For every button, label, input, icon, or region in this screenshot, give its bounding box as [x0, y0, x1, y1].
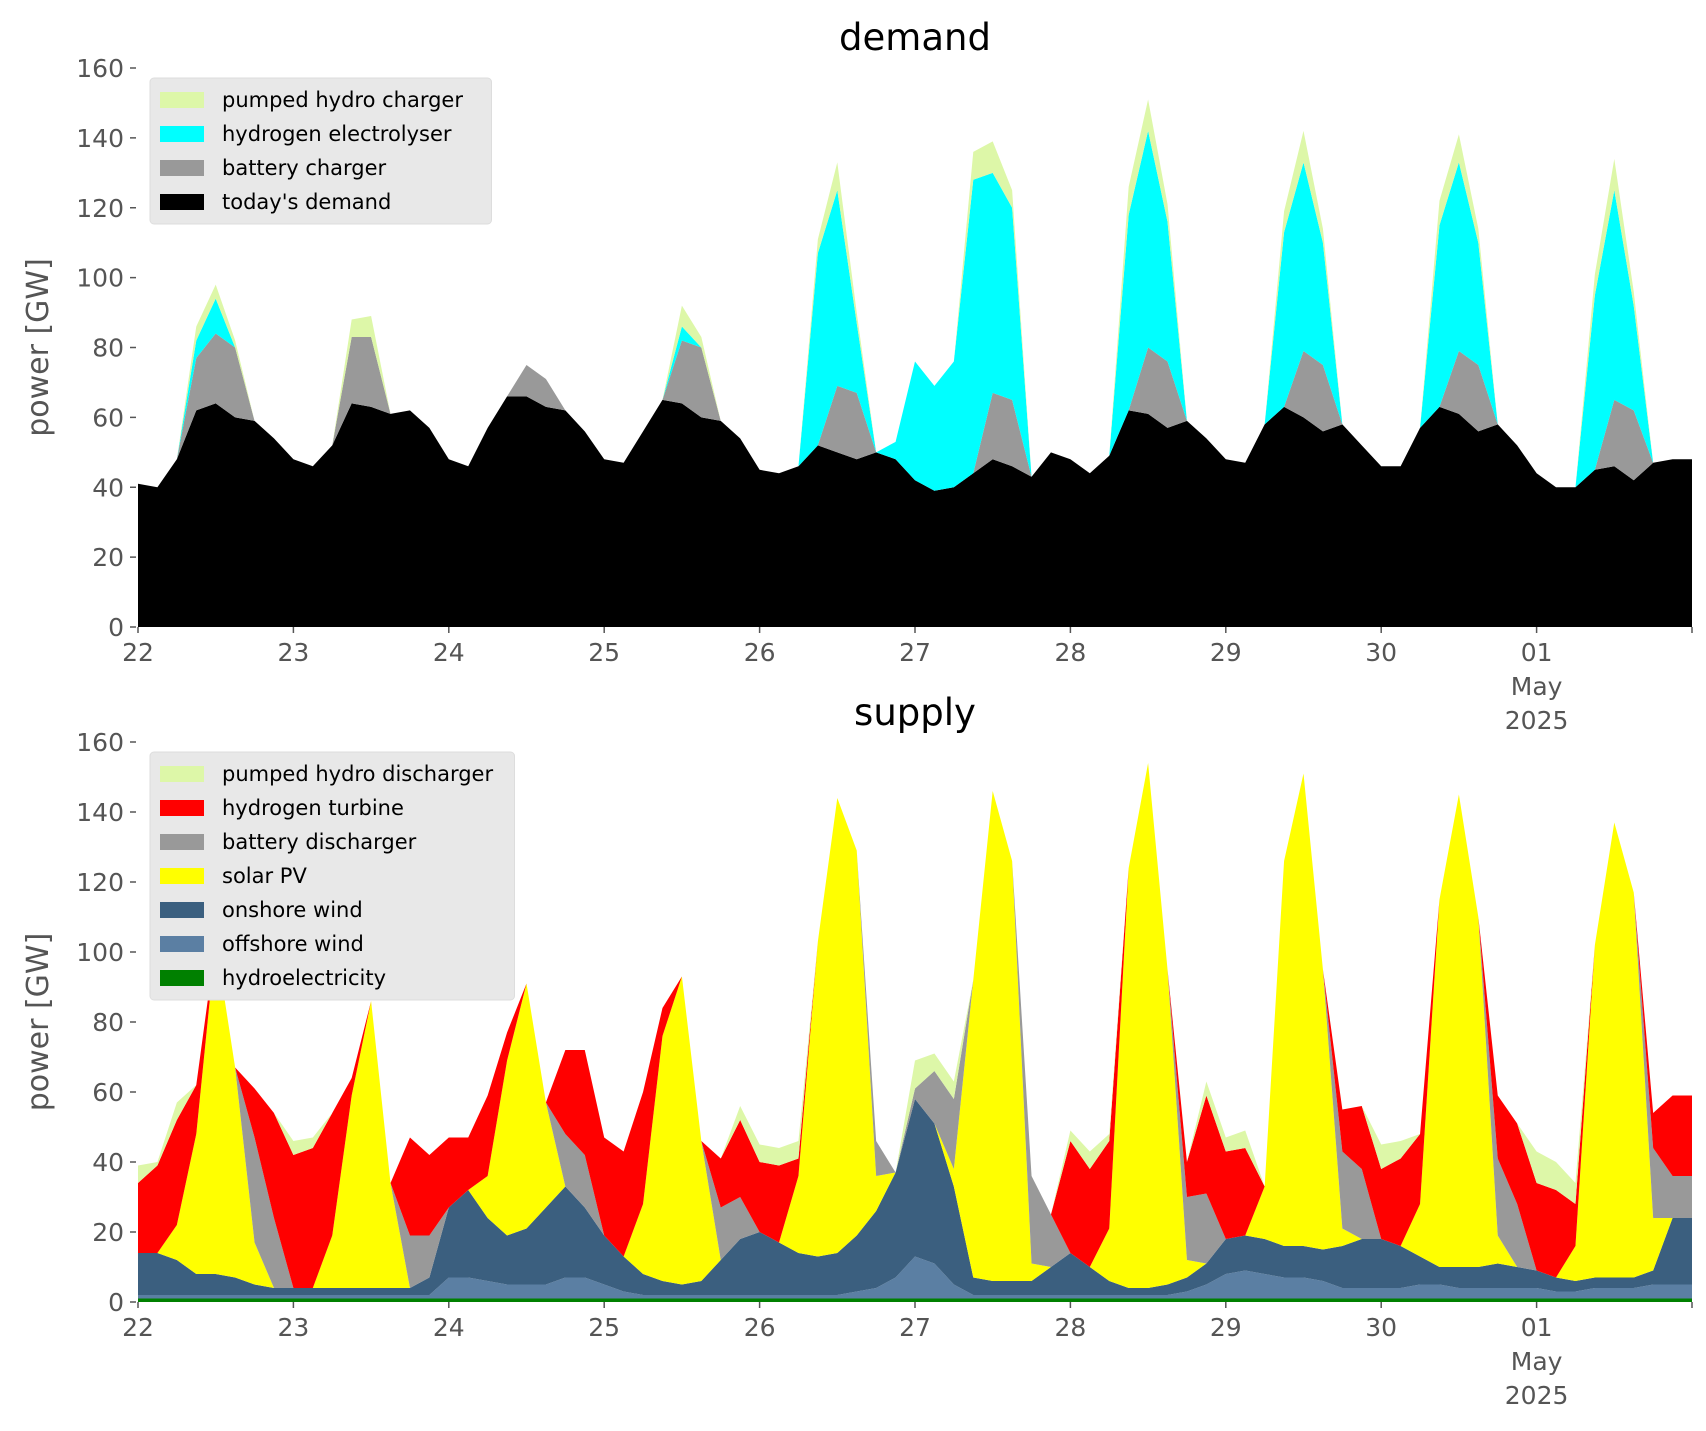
- x-tick-label: 25: [588, 1313, 620, 1342]
- x-tick-label: 29: [1210, 1313, 1242, 1342]
- x-tick-label: 25: [588, 638, 620, 667]
- y-tick-label: 40: [92, 473, 124, 502]
- legend-swatch-hydrogen-turbine: [160, 800, 204, 816]
- x-tick-label: 23: [277, 638, 309, 667]
- y-tick-label: 160: [76, 54, 124, 83]
- legend-label-today-s-demand: today's demand: [222, 190, 391, 214]
- legend-label-pumped-hydro-discharger: pumped hydro discharger: [222, 762, 493, 786]
- x-tick-label: 24: [433, 1313, 465, 1342]
- legend-label-onshore-wind: onshore wind: [222, 898, 363, 922]
- area-battery-charger: [138, 333, 1692, 491]
- y-tick-label: 80: [92, 1008, 124, 1037]
- x-tick-label: 26: [744, 638, 776, 667]
- panel-demand: 0 20 40 60 80 100 120 140 160 22 23 24 25 26 27 28 29 30 0…: [21, 16, 1693, 735]
- y-tick-label: 160: [76, 728, 124, 757]
- legend-swatch-offshore-wind: [160, 936, 204, 952]
- legend-swatch-hydroelectricity: [160, 970, 204, 986]
- y-tick-label: 40: [92, 1148, 124, 1177]
- x-tick-label: 01: [1521, 638, 1553, 667]
- chart-title: demand: [839, 16, 991, 59]
- y-tick-label: 0: [108, 1288, 124, 1317]
- legend: pumped hydro charger hydrogen electrolyse…: [149, 77, 492, 225]
- area-solar-pv: [138, 763, 1692, 1288]
- x-tick-label: 26: [744, 1313, 776, 1342]
- x-tick-label: May: [1511, 1347, 1563, 1376]
- area-hydrogen-turbine: [138, 763, 1692, 1288]
- legend-label-offshore-wind: offshore wind: [222, 932, 364, 956]
- area-pumped-hydro-discharger: [138, 763, 1692, 1215]
- x-tick-label: 28: [1054, 1313, 1086, 1342]
- legend-swatch-today-s-demand: [160, 194, 204, 210]
- y-tick-label: 60: [92, 1078, 124, 1107]
- y-tick-label: 120: [76, 194, 124, 223]
- legend-label-battery-charger: battery charger: [222, 156, 387, 180]
- legend-box: [149, 751, 515, 1001]
- y-axis-label: power [GW]: [21, 933, 56, 1112]
- x-tick-label: 22: [122, 638, 154, 667]
- x-tick-label: 30: [1365, 638, 1397, 667]
- area-hydroelectricity: [138, 1298, 1692, 1302]
- legend-swatch-hydrogen-electrolyser: [160, 126, 204, 142]
- x-tick-label: May: [1511, 672, 1563, 701]
- panel-supply: 0 20 40 60 80 100 120 140 160 22 23 24 25 26 27 28 29 30 0…: [21, 691, 1693, 1410]
- legend-swatch-battery-discharger: [160, 834, 204, 850]
- y-tick-label: 140: [76, 124, 124, 153]
- area-today-s-demand: [138, 396, 1692, 627]
- y-tick-label: 100: [76, 264, 124, 293]
- y-tick-label: 120: [76, 868, 124, 897]
- legend-label-battery-discharger: battery discharger: [222, 830, 417, 854]
- area-hydrogen-electrolyser: [138, 130, 1692, 491]
- legend: pumped hydro discharger hydrogen turbine b…: [149, 751, 515, 1001]
- area-offshore-wind: [138, 1256, 1692, 1299]
- y-tick-label: 60: [92, 403, 124, 432]
- x-tick-label: 29: [1210, 638, 1242, 667]
- chart-title: supply: [854, 691, 976, 734]
- x-tick-label: 27: [899, 1313, 931, 1342]
- x-tick-label: 24: [433, 638, 465, 667]
- x-tick-label: 01: [1521, 1313, 1553, 1342]
- legend-box: [149, 77, 492, 225]
- legend-swatch-onshore-wind: [160, 902, 204, 918]
- x-tick-label: 27: [899, 638, 931, 667]
- x-tick-label: 22: [122, 1313, 154, 1342]
- y-tick-label: 0: [108, 613, 124, 642]
- x-tick-label: 2025: [1505, 1381, 1569, 1410]
- legend-swatch-pumped-hydro-charger: [160, 92, 204, 108]
- legend-label-solar-pv: solar PV: [222, 864, 307, 888]
- x-tick-label: 2025: [1505, 706, 1569, 735]
- y-tick-label: 140: [76, 798, 124, 827]
- y-tick-label: 100: [76, 938, 124, 967]
- y-tick-label: 20: [92, 1218, 124, 1247]
- y-tick-label: 80: [92, 334, 124, 363]
- legend-swatch-pumped-hydro-discharger: [160, 766, 204, 782]
- legend-label-pumped-hydro-charger: pumped hydro charger: [222, 88, 463, 112]
- x-tick-label: 28: [1054, 638, 1086, 667]
- x-tick-label: 23: [277, 1313, 309, 1342]
- legend-label-hydrogen-turbine: hydrogen turbine: [222, 796, 404, 820]
- y-axis-label: power [GW]: [21, 258, 56, 437]
- y-tick-label: 20: [92, 543, 124, 572]
- legend-label-hydrogen-electrolyser: hydrogen electrolyser: [222, 122, 452, 146]
- legend-label-hydroelectricity: hydroelectricity: [222, 966, 386, 990]
- x-tick-label: 30: [1365, 1313, 1397, 1342]
- legend-swatch-battery-charger: [160, 160, 204, 176]
- legend-swatch-solar-pv: [160, 868, 204, 884]
